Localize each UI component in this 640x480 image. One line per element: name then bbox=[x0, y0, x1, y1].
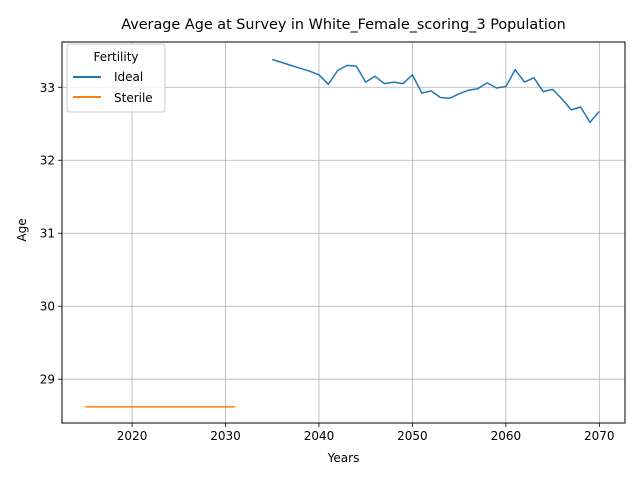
x-tick-label: 2040 bbox=[304, 429, 335, 443]
y-tick-label: 31 bbox=[40, 227, 55, 241]
y-axis: 29 30 31 32 33 bbox=[40, 81, 62, 387]
y-tick-label: 29 bbox=[40, 373, 55, 387]
x-tick-label: 2050 bbox=[397, 429, 428, 443]
legend: Fertility Ideal Sterile bbox=[66, 43, 166, 113]
x-tick-label: 2070 bbox=[584, 429, 615, 443]
x-tick-label: 2060 bbox=[491, 429, 522, 443]
legend-label-ideal: Ideal bbox=[114, 70, 143, 84]
series-line-ideal bbox=[271, 58, 600, 124]
legend-box bbox=[66, 43, 166, 113]
x-axis-label: Years bbox=[327, 451, 360, 465]
y-tick-label: 33 bbox=[40, 81, 55, 95]
chart-title: Average Age at Survey in White_Female_sc… bbox=[121, 17, 566, 33]
y-tick-label: 32 bbox=[40, 154, 55, 168]
legend-label-sterile: Sterile bbox=[114, 91, 153, 105]
x-axis: 2020 2030 2040 2050 2060 2070 bbox=[117, 423, 615, 443]
x-tick-label: 2020 bbox=[117, 429, 148, 443]
legend-title: Fertility bbox=[93, 50, 138, 64]
plot-frame bbox=[61, 41, 626, 424]
y-axis-label: Age bbox=[15, 218, 29, 241]
series-layer bbox=[85, 58, 600, 408]
y-tick-label: 30 bbox=[40, 300, 55, 314]
x-tick-label: 2030 bbox=[210, 429, 241, 443]
